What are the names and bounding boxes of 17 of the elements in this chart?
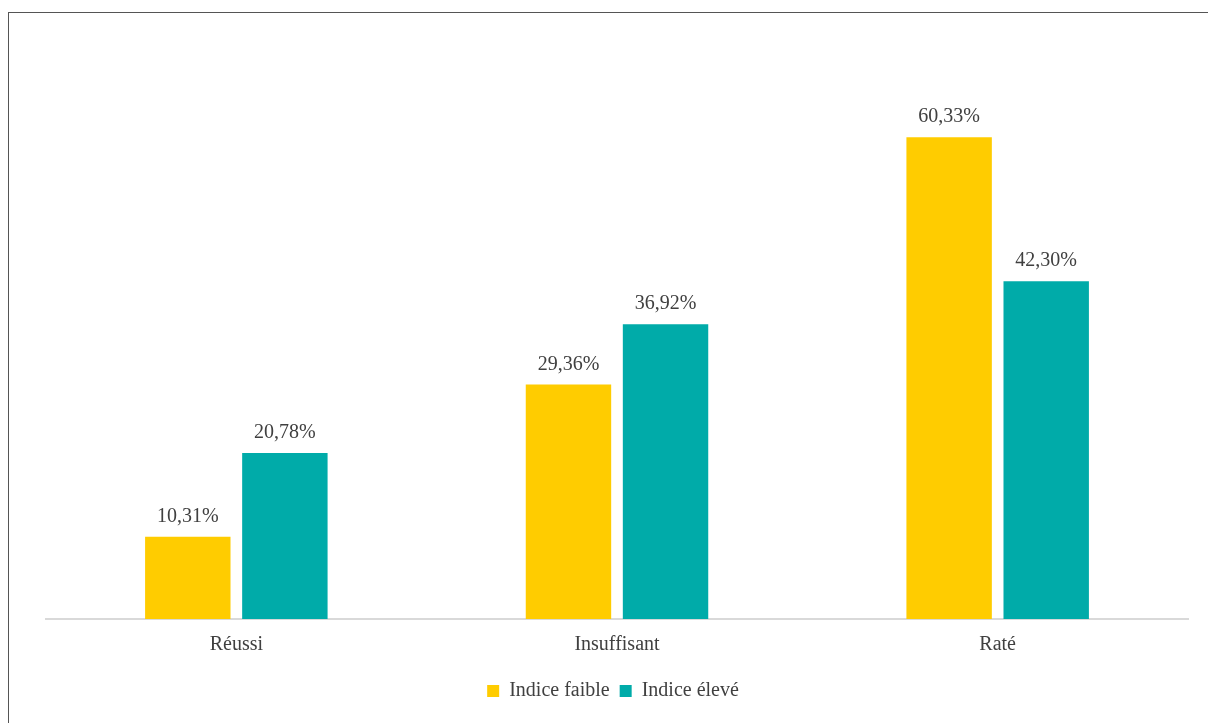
bar xyxy=(622,324,709,619)
data-label: 36,92% xyxy=(634,291,697,314)
x-tick-label: Insuffisant xyxy=(574,632,661,655)
data-label: 60,33% xyxy=(918,104,980,127)
bar xyxy=(906,137,992,619)
bar xyxy=(1003,281,1089,619)
bar xyxy=(242,453,328,619)
data-label: 29,36% xyxy=(537,351,600,374)
legend-label: Indice élevé xyxy=(641,678,739,701)
data-label: 42,30% xyxy=(1015,248,1078,271)
data-label: 20,78% xyxy=(254,420,316,443)
x-tick-label: Réussi xyxy=(209,632,264,655)
data-label: 10,31% xyxy=(156,503,219,526)
x-tick-label: Raté xyxy=(979,632,1017,655)
bar xyxy=(525,384,612,619)
legend-label: Indice faible xyxy=(509,678,610,701)
bar xyxy=(145,536,231,619)
